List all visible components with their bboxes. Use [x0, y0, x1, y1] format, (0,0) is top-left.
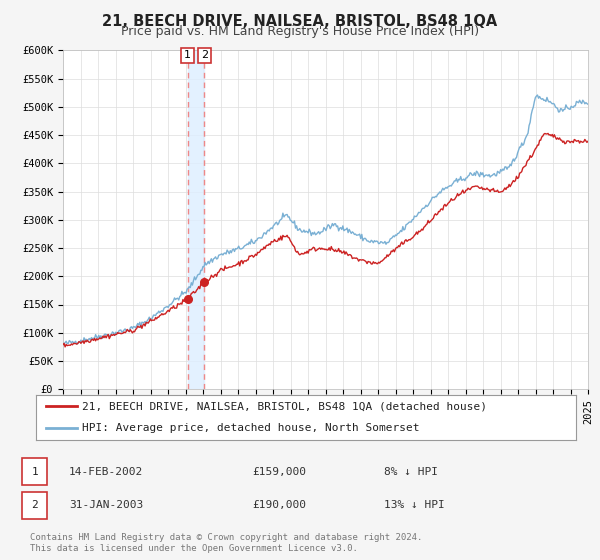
Text: 2: 2 [31, 500, 38, 510]
Text: £190,000: £190,000 [252, 500, 306, 510]
Text: 2: 2 [201, 50, 208, 60]
Text: 13% ↓ HPI: 13% ↓ HPI [384, 500, 445, 510]
Text: 31-JAN-2003: 31-JAN-2003 [69, 500, 143, 510]
Text: 8% ↓ HPI: 8% ↓ HPI [384, 466, 438, 477]
Text: 1: 1 [31, 466, 38, 477]
Text: 14-FEB-2002: 14-FEB-2002 [69, 466, 143, 477]
Text: 21, BEECH DRIVE, NAILSEA, BRISTOL, BS48 1QA (detached house): 21, BEECH DRIVE, NAILSEA, BRISTOL, BS48 … [82, 402, 487, 412]
Text: HPI: Average price, detached house, North Somerset: HPI: Average price, detached house, Nort… [82, 423, 419, 433]
Text: Price paid vs. HM Land Registry's House Price Index (HPI): Price paid vs. HM Land Registry's House … [121, 25, 479, 38]
Bar [188, 50, 205, 389]
Text: Contains HM Land Registry data © Crown copyright and database right 2024.
This d: Contains HM Land Registry data © Crown c… [30, 533, 422, 553]
Text: £159,000: £159,000 [252, 466, 306, 477]
Text: 1: 1 [184, 50, 191, 60]
Text: 21, BEECH DRIVE, NAILSEA, BRISTOL, BS48 1QA: 21, BEECH DRIVE, NAILSEA, BRISTOL, BS48 … [103, 14, 497, 29]
